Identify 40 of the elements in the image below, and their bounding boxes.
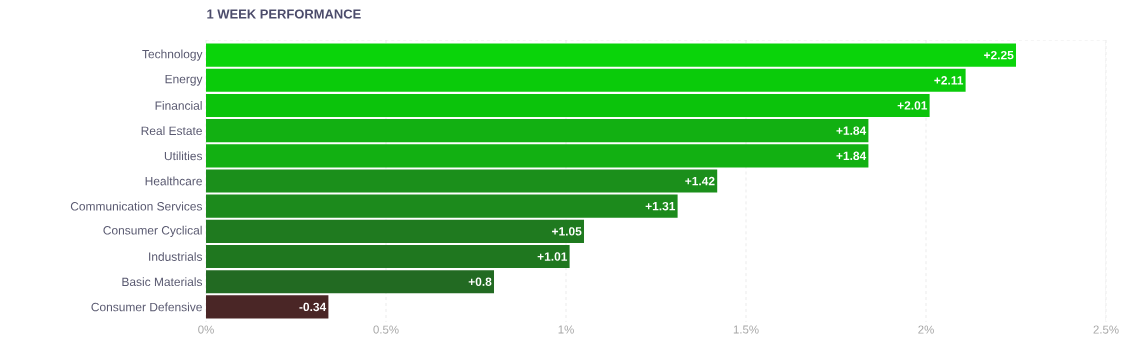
chart-title: 1 WEEK PERFORMANCE bbox=[207, 9, 361, 19]
bar bbox=[206, 244, 570, 269]
data-label: +2.25 bbox=[984, 50, 1014, 60]
bar bbox=[206, 68, 966, 92]
bar bbox=[206, 93, 930, 118]
bar bbox=[206, 119, 869, 143]
y-tick-label: Consumer Defensive bbox=[91, 302, 202, 312]
x-tick-label: 1% bbox=[558, 325, 574, 334]
y-tick-label: Technology bbox=[142, 49, 203, 61]
x-tick-label: 2.5% bbox=[1093, 325, 1119, 334]
bar bbox=[206, 295, 329, 319]
y-tick-label: Financial bbox=[155, 101, 202, 110]
data-label: +1.31 bbox=[645, 201, 676, 211]
x-tick-label: 0.5% bbox=[373, 325, 399, 334]
y-tick-label: Communication Services bbox=[70, 201, 203, 211]
x-tick-label: 0% bbox=[198, 325, 214, 334]
data-label: +1.01 bbox=[537, 252, 568, 261]
bar bbox=[206, 43, 1017, 67]
bar bbox=[206, 219, 584, 243]
data-label: +2.01 bbox=[897, 101, 928, 110]
bar bbox=[206, 270, 494, 294]
y-tick-label: Consumer Cyclical bbox=[103, 225, 202, 237]
y-tick-label: Energy bbox=[165, 74, 203, 86]
y-tick-label: Utilities bbox=[164, 151, 203, 161]
x-tick-label: 2% bbox=[918, 325, 934, 334]
bar bbox=[206, 194, 678, 218]
y-tick-label: Basic Materials bbox=[122, 277, 203, 287]
data-label: +1.84 bbox=[836, 151, 867, 161]
y-tick-label: Healthcare bbox=[145, 176, 202, 186]
data-label: +1.05 bbox=[552, 227, 582, 236]
data-label: +1.84 bbox=[836, 126, 867, 135]
x-tick-label: 1.5% bbox=[733, 325, 759, 334]
data-label: -0.34 bbox=[299, 302, 327, 312]
bar bbox=[206, 169, 718, 193]
bar bbox=[206, 144, 869, 168]
data-label: +1.42 bbox=[685, 176, 715, 186]
data-label: +0.8 bbox=[468, 277, 492, 286]
y-tick-label: Real Estate bbox=[141, 126, 202, 136]
y-tick-label: Industrials bbox=[149, 252, 203, 261]
data-label: +2.11 bbox=[934, 76, 964, 85]
